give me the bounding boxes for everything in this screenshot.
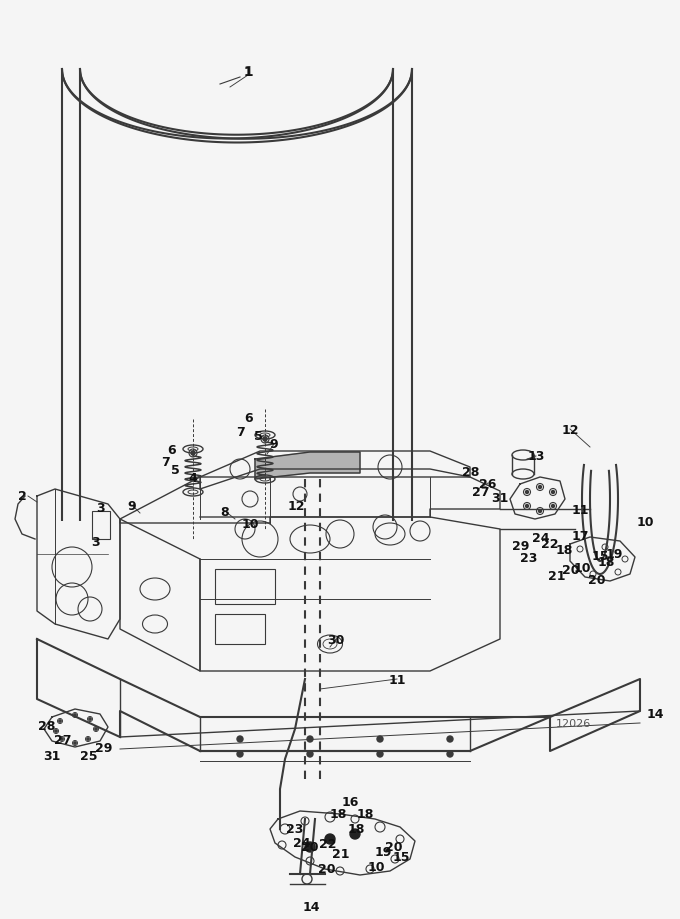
Circle shape xyxy=(305,842,315,852)
Text: 5: 5 xyxy=(171,463,180,476)
Circle shape xyxy=(191,451,195,456)
Circle shape xyxy=(61,738,63,741)
Text: 19: 19 xyxy=(605,547,623,560)
Text: 7: 7 xyxy=(236,425,244,438)
Text: 18: 18 xyxy=(356,808,374,821)
Text: 10: 10 xyxy=(367,860,385,874)
Text: 25: 25 xyxy=(80,749,98,762)
Text: 21: 21 xyxy=(548,569,566,582)
Circle shape xyxy=(377,751,383,757)
Text: 18: 18 xyxy=(597,555,615,568)
Circle shape xyxy=(307,736,313,743)
Text: 27: 27 xyxy=(54,733,72,747)
Text: 9: 9 xyxy=(128,499,136,512)
Text: 10: 10 xyxy=(241,516,259,530)
Text: 1: 1 xyxy=(243,65,253,79)
Text: 10: 10 xyxy=(573,561,591,573)
Text: 15: 15 xyxy=(591,550,609,562)
Circle shape xyxy=(526,505,528,508)
Text: 23: 23 xyxy=(520,550,538,564)
Text: 31: 31 xyxy=(492,492,509,505)
Circle shape xyxy=(551,505,554,508)
Circle shape xyxy=(325,834,335,844)
Text: 4: 4 xyxy=(188,471,197,484)
Text: 18: 18 xyxy=(556,543,573,556)
Text: 9: 9 xyxy=(270,438,278,451)
Text: 24: 24 xyxy=(532,531,549,544)
Text: 21: 21 xyxy=(333,847,350,860)
Circle shape xyxy=(74,742,76,744)
Text: 31: 31 xyxy=(44,750,61,763)
Text: 28: 28 xyxy=(38,719,56,732)
Circle shape xyxy=(447,751,453,757)
Circle shape xyxy=(350,829,360,839)
Circle shape xyxy=(87,738,89,741)
Circle shape xyxy=(89,718,91,720)
Text: 29: 29 xyxy=(512,540,530,553)
Text: 12: 12 xyxy=(287,499,305,512)
Text: 14: 14 xyxy=(646,707,664,720)
Text: 20: 20 xyxy=(318,863,336,876)
Circle shape xyxy=(237,751,243,757)
Text: 13: 13 xyxy=(527,450,545,463)
Text: 24: 24 xyxy=(293,836,311,849)
Text: 10: 10 xyxy=(636,516,653,529)
Text: 3: 3 xyxy=(90,535,99,548)
Text: 22: 22 xyxy=(319,837,337,851)
Text: 20: 20 xyxy=(562,562,580,576)
Circle shape xyxy=(55,730,57,732)
Text: 7: 7 xyxy=(160,455,169,468)
Polygon shape xyxy=(255,452,360,480)
Text: 16: 16 xyxy=(341,796,358,809)
Circle shape xyxy=(377,736,383,743)
Text: 30: 30 xyxy=(327,633,345,646)
Circle shape xyxy=(447,736,453,743)
Text: 12: 12 xyxy=(561,423,579,436)
Text: 27: 27 xyxy=(472,485,490,498)
Text: 8: 8 xyxy=(221,505,229,518)
Text: 18: 18 xyxy=(329,808,347,821)
Text: 12026: 12026 xyxy=(556,719,591,728)
Circle shape xyxy=(539,486,541,489)
Text: 11: 11 xyxy=(388,673,406,686)
Bar xyxy=(215,614,265,644)
Circle shape xyxy=(74,714,76,717)
Circle shape xyxy=(526,491,528,494)
Text: 28: 28 xyxy=(462,466,479,479)
Circle shape xyxy=(539,510,541,513)
Text: 3: 3 xyxy=(96,501,104,514)
Text: 6: 6 xyxy=(168,443,176,456)
Text: 22: 22 xyxy=(541,538,559,550)
Circle shape xyxy=(551,491,554,494)
Text: 1: 1 xyxy=(243,65,252,78)
Text: 6: 6 xyxy=(245,412,254,425)
Text: 20: 20 xyxy=(386,841,403,854)
Text: 18: 18 xyxy=(347,823,364,835)
Text: 17: 17 xyxy=(571,530,589,543)
Text: 20: 20 xyxy=(588,573,606,586)
Text: 20: 20 xyxy=(301,841,319,854)
Text: 26: 26 xyxy=(479,477,496,490)
Text: 11: 11 xyxy=(571,503,589,516)
Text: 29: 29 xyxy=(95,741,113,754)
Circle shape xyxy=(95,728,97,731)
Circle shape xyxy=(263,437,267,441)
Text: 23: 23 xyxy=(286,823,304,835)
Text: 19: 19 xyxy=(374,845,392,858)
Text: 2: 2 xyxy=(18,490,27,503)
Text: 14: 14 xyxy=(302,901,320,913)
Bar xyxy=(215,570,275,605)
Bar xyxy=(92,512,110,539)
Text: 15: 15 xyxy=(392,851,410,864)
Circle shape xyxy=(237,736,243,743)
Circle shape xyxy=(58,720,61,722)
Text: 5: 5 xyxy=(254,429,262,442)
Circle shape xyxy=(307,751,313,757)
